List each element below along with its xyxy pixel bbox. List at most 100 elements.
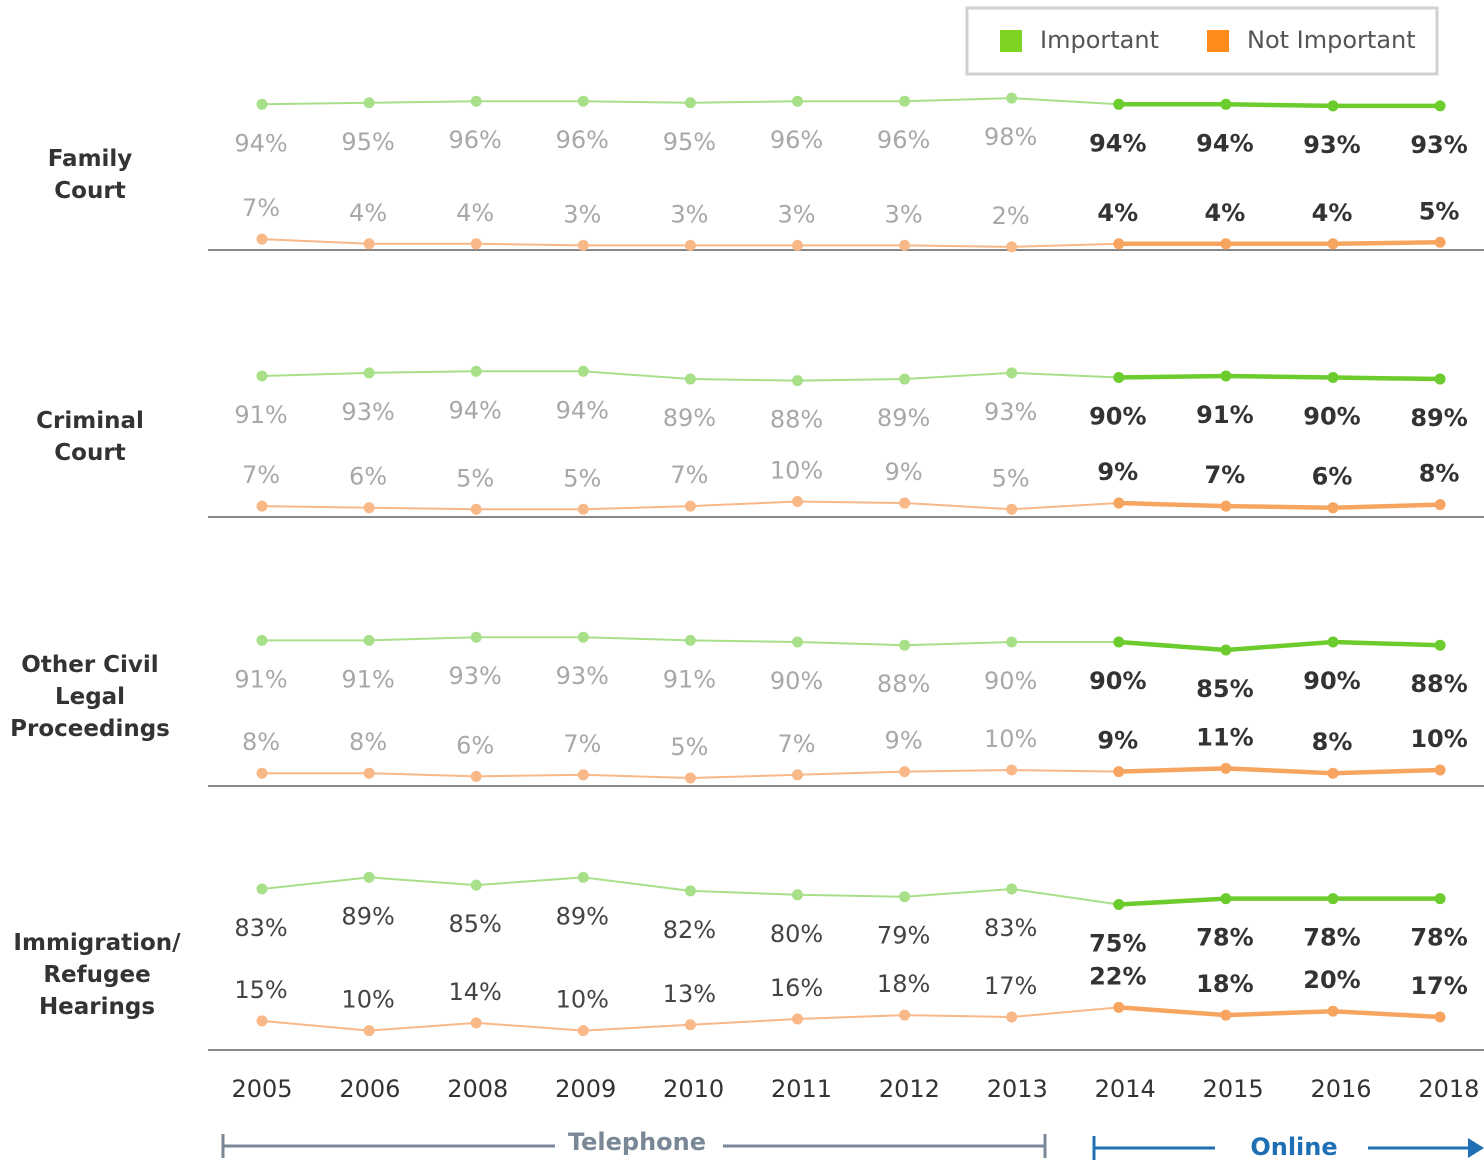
point bbox=[792, 636, 803, 648]
x-tick-label: 2005 bbox=[231, 1075, 292, 1103]
point bbox=[899, 891, 911, 903]
point bbox=[1113, 636, 1125, 648]
value-label: 83% bbox=[984, 914, 1037, 942]
value-label: 5% bbox=[992, 464, 1030, 492]
point bbox=[792, 239, 803, 251]
value-label: 2% bbox=[992, 202, 1030, 230]
point bbox=[1434, 764, 1446, 776]
point bbox=[1220, 762, 1232, 774]
value-label: 89% bbox=[1410, 404, 1467, 432]
point bbox=[792, 375, 803, 387]
value-label: 3% bbox=[670, 200, 708, 228]
point bbox=[470, 365, 482, 377]
value-label: 14% bbox=[449, 978, 502, 1006]
value-label: 7% bbox=[563, 730, 601, 758]
point bbox=[1434, 100, 1446, 112]
point bbox=[1220, 893, 1232, 905]
value-label: 8% bbox=[349, 728, 387, 756]
point bbox=[1220, 644, 1232, 656]
point bbox=[1113, 497, 1125, 509]
value-label: 18% bbox=[1196, 970, 1253, 998]
value-label: 96% bbox=[556, 126, 609, 154]
value-label: 90% bbox=[1303, 403, 1360, 431]
period-label: Online bbox=[1250, 1133, 1337, 1161]
value-label: 17% bbox=[1410, 972, 1467, 1000]
point bbox=[1434, 639, 1446, 651]
point bbox=[684, 239, 696, 251]
point bbox=[577, 365, 589, 377]
point bbox=[577, 871, 589, 883]
point bbox=[1220, 1009, 1232, 1021]
value-label: 3% bbox=[563, 200, 601, 228]
value-label: 7% bbox=[777, 730, 815, 758]
point bbox=[899, 1009, 911, 1021]
point bbox=[1113, 98, 1125, 110]
point bbox=[256, 634, 268, 646]
value-label: 94% bbox=[234, 129, 287, 157]
panel-title: Family Court bbox=[47, 146, 133, 204]
legend-swatch bbox=[1207, 30, 1229, 52]
point bbox=[792, 1013, 803, 1025]
value-label: 10% bbox=[770, 457, 823, 485]
value-label: 96% bbox=[449, 126, 502, 154]
value-label: 91% bbox=[234, 401, 287, 429]
x-tick-label: 2014 bbox=[1095, 1075, 1156, 1103]
value-label: 90% bbox=[1089, 403, 1146, 431]
value-label: 3% bbox=[885, 200, 923, 228]
value-label: 9% bbox=[1097, 727, 1138, 755]
value-label: 7% bbox=[242, 194, 280, 222]
value-label: 91% bbox=[1196, 401, 1253, 429]
point bbox=[1006, 764, 1018, 776]
value-label: 95% bbox=[341, 128, 394, 156]
point bbox=[577, 1025, 589, 1037]
point bbox=[1220, 238, 1232, 250]
point bbox=[684, 1019, 696, 1031]
point bbox=[256, 500, 268, 512]
value-label: 5% bbox=[563, 464, 601, 492]
point bbox=[899, 497, 911, 509]
value-label: 88% bbox=[877, 670, 930, 698]
point bbox=[1006, 636, 1018, 648]
x-tick-label: 2008 bbox=[447, 1075, 508, 1103]
value-label: 94% bbox=[1089, 129, 1146, 157]
value-label: 78% bbox=[1303, 924, 1360, 952]
point bbox=[792, 496, 803, 507]
value-label: 7% bbox=[670, 461, 708, 489]
online-line bbox=[1118, 896, 1441, 907]
value-label: 4% bbox=[1205, 199, 1246, 227]
point bbox=[470, 1017, 482, 1029]
value-label: 15% bbox=[234, 976, 287, 1004]
point bbox=[1327, 238, 1339, 250]
point bbox=[1220, 500, 1232, 512]
value-label: 10% bbox=[1410, 725, 1467, 753]
online-line bbox=[1118, 240, 1441, 247]
value-label: 89% bbox=[341, 902, 394, 930]
point bbox=[792, 889, 803, 901]
value-label: 93% bbox=[1303, 131, 1360, 159]
value-label: 4% bbox=[456, 199, 494, 227]
point bbox=[1327, 636, 1339, 648]
value-label: 5% bbox=[456, 464, 494, 492]
value-label: 8% bbox=[242, 728, 280, 756]
value-label: 93% bbox=[341, 398, 394, 426]
value-label: 98% bbox=[984, 123, 1037, 151]
panel-title: Other Civil Legal Proceedings bbox=[10, 652, 170, 742]
point bbox=[1006, 503, 1018, 515]
legend-box bbox=[965, 6, 1439, 76]
point bbox=[792, 769, 803, 781]
value-label: 4% bbox=[1312, 199, 1353, 227]
point bbox=[1113, 899, 1125, 910]
point bbox=[1434, 499, 1446, 511]
value-label: 90% bbox=[770, 667, 823, 695]
value-label: 75% bbox=[1089, 930, 1146, 958]
online-line bbox=[1118, 1005, 1441, 1020]
value-label: 90% bbox=[1303, 667, 1360, 695]
value-label: 80% bbox=[770, 920, 823, 948]
value-label: 6% bbox=[349, 463, 387, 491]
point bbox=[577, 503, 589, 515]
point bbox=[684, 885, 696, 897]
point bbox=[470, 238, 482, 250]
point bbox=[1327, 372, 1339, 383]
point bbox=[470, 631, 482, 643]
value-label: 9% bbox=[1097, 458, 1138, 486]
